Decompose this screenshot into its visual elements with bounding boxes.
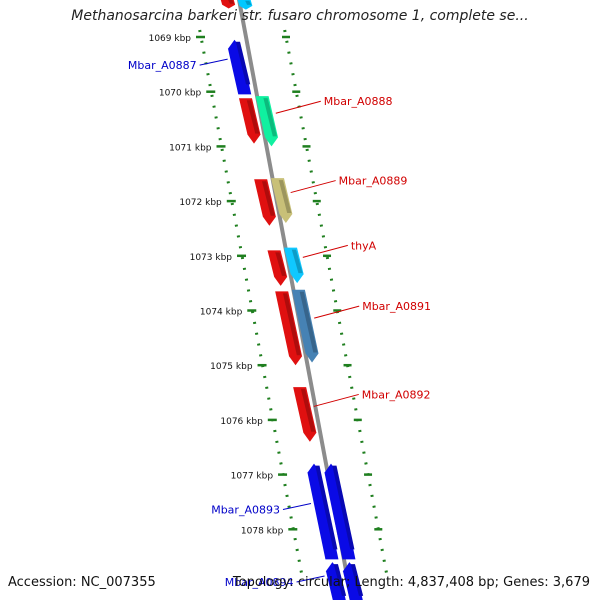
gene-label-leader (314, 305, 360, 319)
gene-feature[interactable] (291, 289, 319, 363)
gene-feature[interactable] (270, 178, 293, 223)
gene-arrow-shade (278, 180, 292, 213)
gene-label-leader (302, 244, 348, 258)
gene-label[interactable]: Mbar_A0891 (362, 300, 431, 313)
ruler-tick-label: 1078 kbp (241, 526, 284, 536)
gene-label[interactable]: Mbar_A0892 (362, 388, 431, 401)
gene-feature[interactable] (283, 247, 304, 284)
gene-feature[interactable] (275, 291, 303, 366)
gene-features (220, 0, 364, 600)
gene-arrow-shade (300, 389, 316, 432)
ruler-tick-label: 1069 kbp (149, 34, 192, 44)
ruler-tick-label: 1071 kbp (169, 143, 212, 153)
ruler-tick-label: 1070 kbp (159, 89, 202, 99)
gene-label[interactable]: Mbar_A0888 (324, 95, 393, 108)
gene-label-leader (282, 503, 312, 511)
ruler-tick-label: 1075 kbp (210, 362, 253, 372)
gene-feature[interactable] (293, 387, 317, 442)
gene-arrow-shade (246, 100, 260, 134)
topology-summary: Topology: circular; Length: 4,837,408 bp… (232, 575, 590, 590)
gene-label-leader (275, 100, 321, 114)
gene-feature[interactable] (325, 562, 347, 600)
gene-feature[interactable] (342, 562, 364, 600)
gene-arrow-shade (299, 291, 318, 353)
gene-arrow[interactable] (283, 247, 304, 284)
ruler-tick-label: 1073 kbp (190, 253, 233, 263)
gene-label-leader (290, 180, 336, 194)
gene-arrow-shade (228, 0, 235, 4)
ruler-tick-label: 1074 kbp (200, 308, 243, 318)
gene-arrow-shade (291, 249, 303, 274)
gene-arrow-shade (350, 564, 364, 596)
gene-arrow-shade (315, 465, 338, 550)
gene-label-leader (313, 393, 359, 407)
gene-label-leader (199, 58, 228, 66)
gene-arrow[interactable] (267, 250, 288, 286)
gene-feature[interactable] (324, 463, 356, 560)
ruler-tick-label: 1077 kbp (231, 472, 274, 482)
gene-feature[interactable] (267, 250, 288, 286)
gene-feature[interactable] (254, 179, 276, 226)
gene-arrow-shade (261, 181, 275, 216)
gene-arrow-shade (275, 252, 287, 276)
gene-labels: Mbar_A0887 Mbar_A0888 Mbar_A0889 thyA Mbar_A… (128, 58, 431, 589)
ruler-tick-label: 1076 kbp (220, 417, 263, 427)
gene-arrow-shade (245, 0, 252, 5)
gene-arrow-shade (332, 465, 355, 550)
gene-feature[interactable] (220, 0, 236, 9)
gene-feature[interactable] (237, 0, 253, 10)
ruler-tick-label: 1072 kbp (179, 198, 222, 208)
ruler-rings (198, 29, 390, 581)
gene-label[interactable]: Mbar_A0894 (225, 576, 294, 589)
gene-feature[interactable] (255, 96, 279, 147)
gene-label[interactable]: Mbar_A0893 (211, 504, 280, 517)
gene-label[interactable]: Mbar_A0887 (128, 59, 197, 72)
gene-feature[interactable] (307, 463, 339, 560)
gene-label[interactable]: Mbar_A0889 (339, 175, 408, 188)
gene-feature[interactable] (228, 39, 252, 95)
map-title: Methanosarcina barkeri str. fusaro chrom… (71, 8, 529, 24)
gene-arrow-shade (235, 41, 251, 85)
ruler-ticks: 1069 kbp 1070 kbp 1071 kbp 1072 kbp 1073 kbp… (149, 34, 383, 536)
gene-label-leader (296, 575, 325, 583)
gene-arrow-shade (263, 98, 278, 137)
gene-arrow-shade (333, 564, 347, 596)
accession-text: Accession: NC_007355 (8, 575, 156, 590)
gene-label[interactable]: thyA (351, 239, 377, 252)
gene-arrow-shade (282, 293, 302, 356)
gene-feature[interactable] (238, 98, 261, 144)
